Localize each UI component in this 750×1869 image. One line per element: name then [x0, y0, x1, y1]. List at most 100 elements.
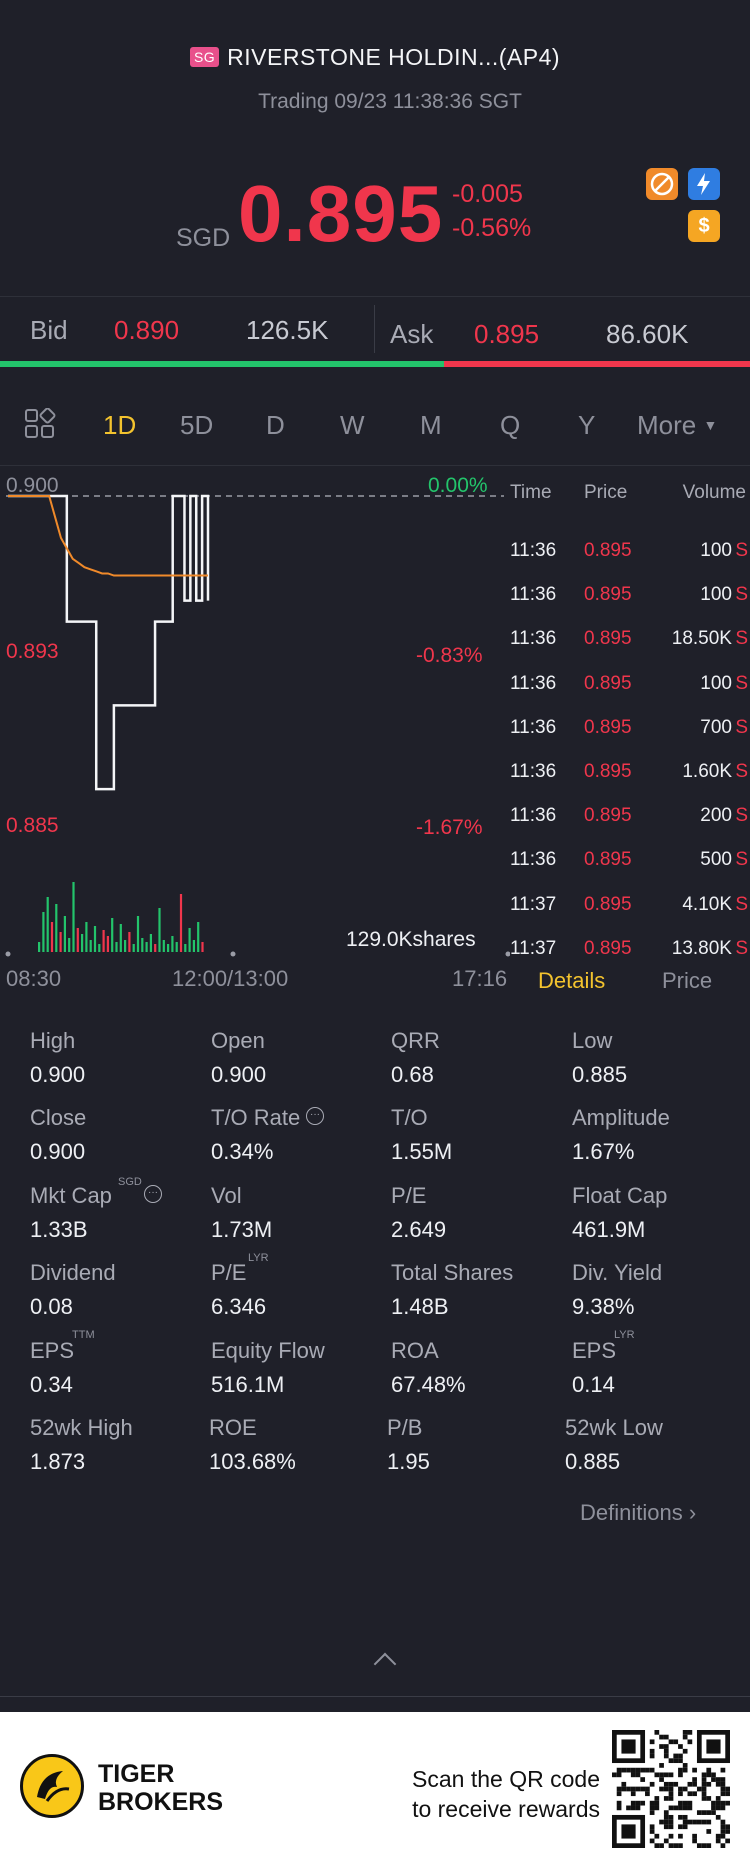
info-icon[interactable]: ···: [144, 1185, 162, 1203]
volume-bar: [192, 940, 195, 952]
period-tabs: 1D 5D D W M Q Y More ▼: [0, 370, 750, 466]
tab-more[interactable]: More ▼: [637, 410, 717, 441]
stat-label: Low: [572, 1028, 613, 1053]
trade-price: 0.895: [584, 849, 632, 871]
tab-d[interactable]: D: [266, 410, 285, 440]
volume-bar: [158, 908, 161, 952]
trade-time: 11:36: [510, 716, 557, 738]
stat-label: Open: [211, 1028, 265, 1053]
trade-volume: 500: [700, 849, 732, 871]
stat-value: 0.885: [565, 1449, 621, 1474]
trade-ticker: Time Price Volume 11:36 0.895 100 S 11:36 0.8…: [506, 466, 750, 966]
volume-bar: [68, 938, 71, 952]
stat-value: 0.34%: [211, 1139, 274, 1164]
tab-price[interactable]: Price: [662, 968, 713, 993]
brand-line-1: TIGER: [98, 1760, 175, 1788]
brand-line-2: BROKERS: [98, 1788, 224, 1816]
volume-bar: [59, 932, 62, 952]
stock-header: SG RIVERSTONE HOLDIN...(AP4) Trading 09/2…: [0, 0, 750, 296]
trade-volume: 100: [700, 584, 732, 606]
stat-value: 0.900: [30, 1062, 86, 1087]
tab-w[interactable]: W: [340, 410, 365, 440]
volume-bar: [89, 940, 92, 952]
info-icon[interactable]: ···: [306, 1107, 324, 1125]
tab-y[interactable]: Y: [578, 410, 596, 440]
dollar-icon[interactable]: $: [688, 210, 720, 242]
intraday-chart[interactable]: 0.900 0.00% 0.893 -0.83% 0.885 -1.67% 12…: [0, 466, 510, 1006]
stat-value: 1.67%: [572, 1139, 635, 1164]
stat-value: 0.08: [30, 1294, 73, 1319]
stat-value: 0.885: [572, 1062, 628, 1087]
x-label-end: 17:16: [452, 966, 508, 991]
trade-price: 0.895: [584, 893, 632, 915]
volume-bar: [136, 916, 140, 952]
volume-bar: [111, 918, 114, 952]
volume-bar: [132, 944, 135, 952]
volume-bars: [38, 882, 204, 952]
trade-price: 0.895: [584, 716, 632, 738]
trade-row: 11:36 0.895 1.60K S: [506, 761, 750, 805]
y-label-bot: 0.885: [6, 814, 59, 837]
tab-more-label: More: [637, 410, 697, 440]
volume-bar: [197, 922, 200, 952]
stat-value: 67.48%: [391, 1372, 466, 1397]
tab-q[interactable]: Q: [500, 410, 521, 440]
trade-volume: 1.60K: [682, 761, 732, 782]
trade-price: 0.895: [584, 584, 632, 606]
stat-label: ROA: [391, 1338, 439, 1363]
trade-row: 11:36 0.895 100 S: [506, 584, 750, 628]
stock-title: RIVERSTONE HOLDIN...(AP4): [227, 44, 561, 70]
stat-label: ROE: [209, 1415, 257, 1440]
stat-value: 0.900: [211, 1062, 267, 1087]
y-label-mid: 0.893: [6, 640, 59, 663]
volume-bar: [154, 944, 157, 952]
trade-volume: 100: [700, 540, 732, 561]
pct-label-top: 0.00%: [428, 474, 488, 497]
chevron-up-icon[interactable]: [373, 1652, 397, 1676]
tab-details[interactable]: Details: [538, 968, 606, 993]
no-short-icon[interactable]: [646, 168, 678, 200]
trade-volume: 18.50K: [671, 628, 732, 650]
trade-time: 11:36: [510, 584, 557, 606]
stat-value: 516.1M: [211, 1372, 285, 1397]
volume-bar: [179, 894, 183, 952]
stat-value: 1.55M: [391, 1139, 453, 1164]
trade-time: 11:36: [510, 761, 557, 782]
stat-value: 2.649: [391, 1217, 447, 1242]
bid-ask-divider: [374, 305, 375, 353]
chart-layout-icon[interactable]: [24, 407, 56, 447]
volume-bar: [167, 944, 170, 952]
volume-bar: [141, 938, 144, 952]
volume-bar: [55, 904, 58, 952]
bid-volume: 126.5K: [246, 315, 329, 345]
flash-icon[interactable]: [688, 168, 720, 200]
volume-bar: [76, 928, 79, 952]
volume-bar: [145, 942, 148, 952]
stats-grid: High 0.900 Open 0.900 QRR 0.68 Low 0.885…: [0, 1020, 750, 1490]
volume-bar: [81, 934, 84, 952]
stat-value: 1.95: [387, 1449, 430, 1474]
price-line: [8, 494, 210, 791]
trade-time: 11:36: [510, 628, 557, 650]
stat-value: 0.900: [30, 1139, 86, 1164]
tab-1d[interactable]: 1D: [103, 410, 137, 440]
trade-time: 11:36: [510, 805, 557, 827]
stat-value: 1.873: [30, 1449, 86, 1474]
scan-text: Scan the QR code to receive rewards: [412, 1764, 600, 1824]
tab-m[interactable]: M: [420, 410, 442, 440]
ask-label: Ask: [390, 319, 434, 349]
stat-value: 103.68%: [209, 1449, 296, 1474]
trade-price: 0.895: [584, 805, 632, 827]
volume-bar: [184, 944, 187, 952]
stat-label: EPS: [572, 1338, 617, 1363]
tab-5d[interactable]: 5D: [180, 410, 214, 440]
definitions-link[interactable]: Definitions ›: [580, 1500, 696, 1526]
trade-price: 0.895: [584, 540, 632, 561]
trading-status: Trading 09/23 11:38:36 SGT: [258, 90, 522, 113]
promo-footer: TIGER BROKERS Scan the QR code to receiv…: [0, 1712, 750, 1869]
trade-row: 11:36 0.895 700 S: [506, 717, 750, 761]
stat-label: Amplitude: [572, 1105, 670, 1130]
trade-side: S: [735, 805, 748, 827]
volume-bar: [188, 928, 191, 952]
trade-side: S: [735, 584, 748, 606]
